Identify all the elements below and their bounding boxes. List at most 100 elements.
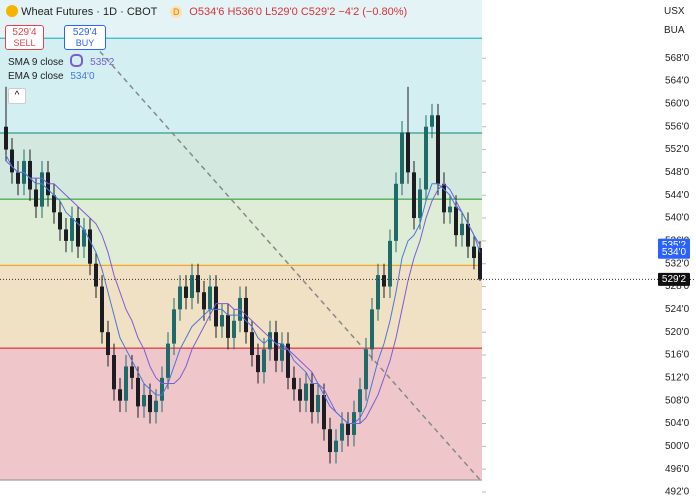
candle-body — [160, 377, 164, 401]
buy-label: BUY — [75, 38, 95, 48]
candle-body — [292, 377, 296, 390]
buy-price: 529'4 — [72, 27, 98, 38]
candle-body — [370, 309, 374, 350]
candle-body — [382, 275, 386, 287]
sell-button[interactable]: 529'4 SELL — [5, 25, 44, 50]
candle-body — [424, 126, 428, 190]
y-tick-label: 504'0 — [665, 418, 690, 429]
candle-body — [316, 394, 320, 413]
y-tick-label: 544'0 — [665, 190, 690, 201]
candle-body — [388, 240, 392, 287]
symbol-title: Wheat Futures · 1D · CBOT — [21, 6, 158, 18]
ohlc-high: H536'0 — [227, 6, 263, 18]
candle-body — [232, 320, 236, 338]
candle-body — [220, 315, 224, 327]
candle-body — [478, 248, 482, 280]
candle-body — [70, 218, 74, 241]
candle-body — [4, 126, 8, 150]
sma-name: SMA 9 close — [8, 57, 64, 68]
candle-body — [358, 389, 362, 413]
sma-value: 535'2 — [90, 57, 115, 68]
candle-body — [64, 229, 68, 241]
candle-body — [304, 383, 308, 401]
sell-price: 529'4 — [12, 27, 37, 38]
candle-body — [430, 115, 434, 127]
candle-body — [166, 343, 170, 378]
candle-body — [16, 172, 20, 184]
ohlc-close: C529'2 — [300, 6, 336, 18]
candle-body — [328, 429, 332, 453]
candle-body — [190, 275, 194, 298]
candle-body — [250, 332, 254, 356]
candle-body — [28, 160, 32, 190]
y-tick-label: 508'0 — [665, 395, 690, 406]
candle-body — [286, 343, 290, 378]
y-tick-label: 524'0 — [665, 304, 690, 315]
candle-body — [100, 286, 104, 333]
currency[interactable]: USX — [664, 6, 685, 17]
candle-body — [82, 229, 86, 247]
candle-body — [448, 206, 452, 213]
header: Wheat Futures · 1D · CBOT D O534'6 H536'… — [6, 5, 407, 18]
y-tick-label: 564'0 — [665, 76, 690, 87]
candle-body — [376, 275, 380, 310]
candle-body — [40, 172, 44, 207]
candle-body — [208, 286, 212, 310]
buy-button[interactable]: 529'4 BUY — [64, 25, 106, 50]
candle-body — [274, 332, 278, 361]
symbol-icon — [6, 5, 18, 17]
y-tick-label: 528'0 — [665, 281, 690, 292]
collapse-button[interactable]: ^ — [8, 88, 26, 104]
candle-body — [52, 195, 56, 213]
indicator-line — [5, 160, 481, 425]
sma-legend: SMA 9 close 535'2 — [8, 54, 114, 68]
candle-body — [76, 218, 80, 247]
candle-body — [346, 423, 350, 435]
y-tick-label: 568'0 — [665, 53, 690, 64]
y-tick-label: 496'0 — [665, 464, 690, 475]
candle-body — [394, 183, 398, 241]
candle-body — [136, 377, 140, 407]
data-badge: D — [170, 6, 183, 18]
candle-body — [34, 189, 38, 207]
last-price-tag-bg — [658, 272, 690, 286]
candle-body — [172, 309, 176, 344]
candle-body — [226, 315, 230, 338]
y-tick-label: 556'0 — [665, 121, 690, 132]
candle-body — [106, 332, 110, 356]
candle-body — [202, 292, 206, 310]
indicator-line — [5, 155, 481, 425]
candle-body — [442, 183, 446, 213]
candle-body — [418, 189, 422, 219]
candle-body — [154, 400, 158, 413]
candle-body — [112, 355, 116, 390]
candle-body — [58, 212, 62, 230]
candle-body — [118, 389, 122, 401]
last-price-tag: 529'2 — [662, 274, 687, 285]
ema-name: EMA 9 close — [8, 71, 64, 82]
unit[interactable]: BUA — [664, 25, 685, 36]
candle-body — [412, 172, 416, 219]
candle-body — [124, 366, 128, 401]
y-tick-label: 552'0 — [665, 144, 690, 155]
candle-body — [364, 349, 368, 390]
y-tick-label: 548'0 — [665, 167, 690, 178]
candle-body — [88, 229, 92, 264]
y-tick-label: 560'0 — [665, 99, 690, 110]
sma-tag: 535'2 — [662, 240, 687, 251]
candle-body — [256, 355, 260, 373]
candle-body — [472, 246, 476, 258]
candle-body — [268, 332, 272, 350]
candle-body — [334, 440, 338, 453]
y-tick-label: 532'0 — [665, 258, 690, 269]
y-tick-label: 492'0 — [665, 487, 690, 498]
candle-body — [406, 132, 410, 173]
band — [0, 199, 482, 266]
candle-body — [10, 149, 14, 173]
candle-body — [322, 394, 326, 430]
y-tick-label: 500'0 — [665, 441, 690, 452]
candle-body — [130, 366, 134, 378]
ema-value: 534'0 — [70, 71, 95, 82]
